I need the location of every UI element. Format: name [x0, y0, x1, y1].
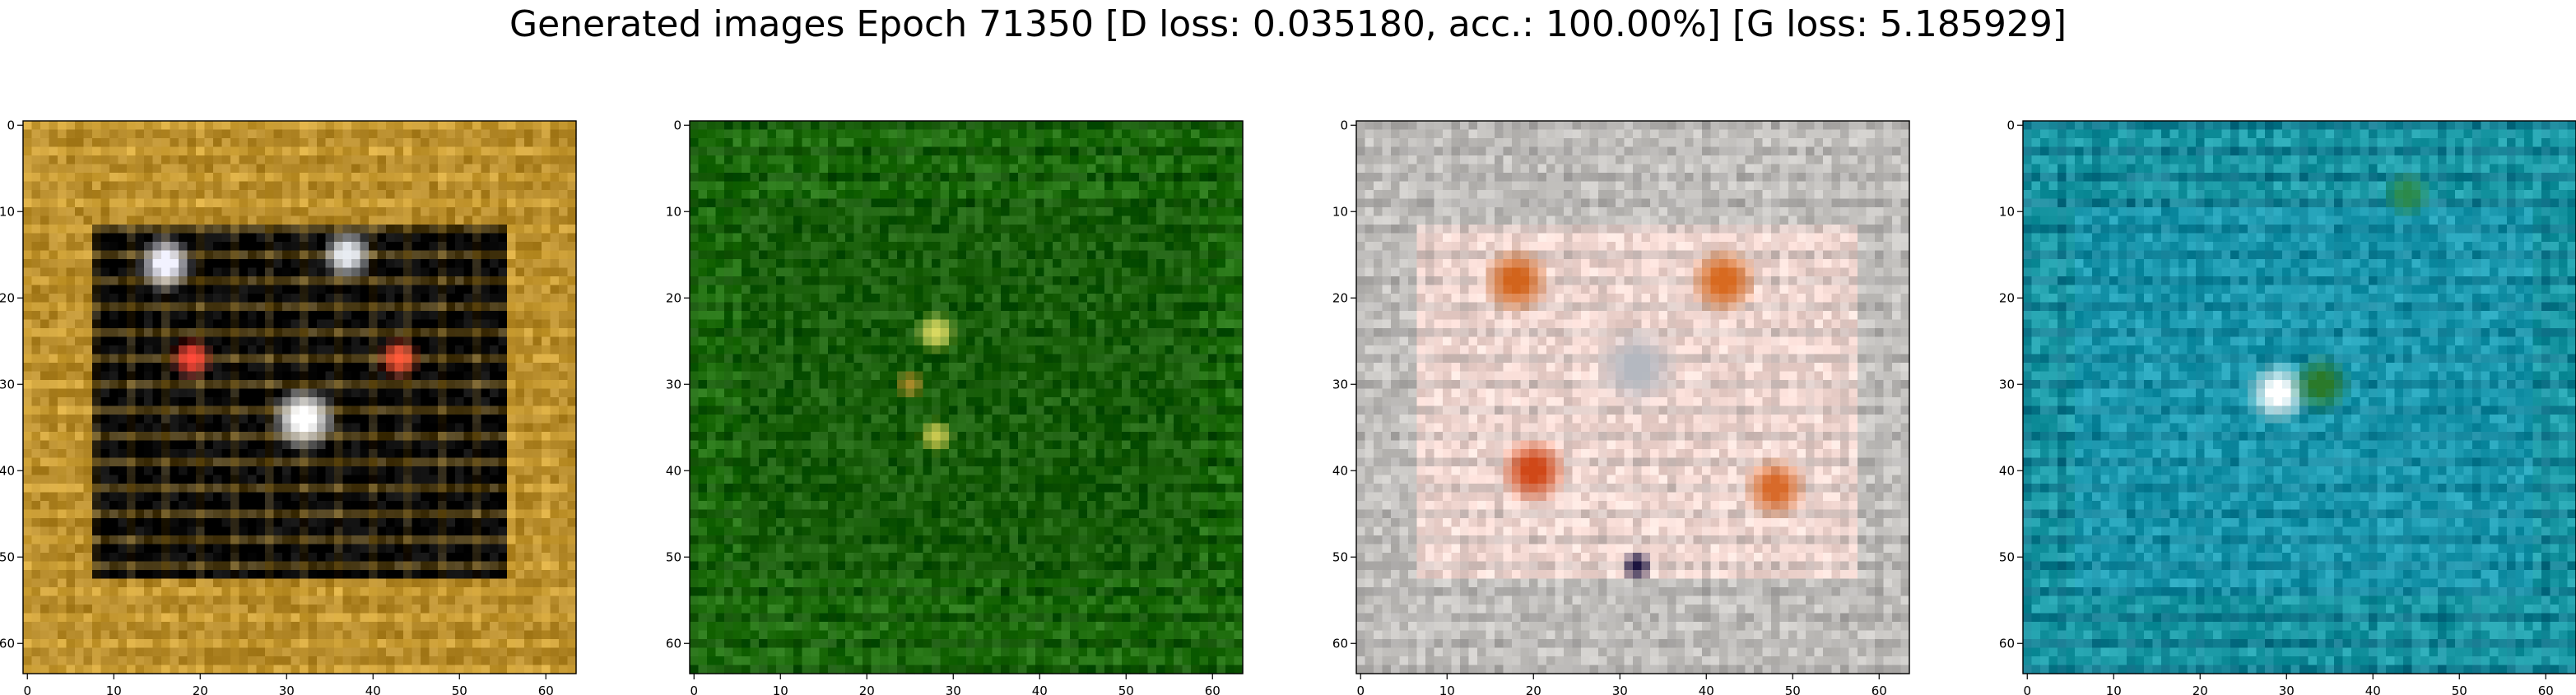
x-tick-label: 20 [193, 683, 208, 695]
figure-suptitle: Generated images Epoch 71350 [D loss: 0.… [509, 3, 2067, 45]
y-tick-label: 50 [1332, 549, 1348, 564]
x-tick-label: 30 [946, 683, 961, 695]
x-tick-label: 0 [690, 683, 698, 695]
generated-image-2 [690, 121, 1244, 674]
x-tick-label: 40 [2365, 683, 2381, 695]
axes-frame-4 [2022, 120, 2576, 674]
x-tick-label: 10 [106, 683, 122, 695]
y-tick-label: 30 [1999, 377, 2015, 392]
x-tick-label: 60 [538, 683, 554, 695]
y-tick-label: 20 [0, 290, 15, 305]
axes-frame-2 [689, 120, 1244, 674]
generated-image-1 [23, 121, 577, 674]
y-tick-label: 60 [0, 636, 15, 651]
axes-frame-1 [22, 120, 577, 674]
x-tick-label: 10 [1439, 683, 1455, 695]
x-tick-label: 10 [773, 683, 788, 695]
y-tick-label: 60 [1999, 636, 2015, 651]
subplot-3: 0 10 20 30 40 50 60 0 10 20 30 40 50 60 [1332, 118, 1910, 695]
y-tick-label: 20 [1332, 290, 1348, 305]
x-tick-label: 20 [1526, 683, 1541, 695]
x-tick-label: 40 [1699, 683, 1714, 695]
x-tick-label: 0 [1356, 683, 1365, 695]
x-tick-label: 40 [1032, 683, 1048, 695]
y-tick-label: 30 [666, 377, 681, 392]
x-tick-label: 50 [1118, 683, 1134, 695]
y-tick-label: 30 [0, 377, 15, 392]
x-tick-label: 10 [2106, 683, 2122, 695]
y-tick-label: 10 [0, 204, 15, 219]
y-tick-label: 60 [1332, 636, 1348, 651]
y-tick-label: 20 [666, 290, 681, 305]
y-tick-label: 10 [666, 204, 681, 219]
y-tick-label: 0 [2006, 118, 2015, 132]
y-tick-label: 50 [0, 549, 15, 564]
y-tick-label: 10 [1999, 204, 2015, 219]
y-tick-label: 20 [1999, 290, 2015, 305]
subplot-1: 0 10 20 30 40 50 60 0 10 20 30 40 50 60 [0, 118, 577, 695]
axes-frame-3 [1355, 120, 1910, 674]
x-tick-label: 0 [23, 683, 31, 695]
x-tick-label: 0 [2023, 683, 2031, 695]
x-tick-label: 50 [452, 683, 467, 695]
y-tick-label: 60 [666, 636, 681, 651]
x-tick-label: 50 [1785, 683, 1801, 695]
subplot-2: 0 10 20 30 40 50 60 0 10 20 30 40 50 60 [666, 118, 1244, 695]
subplot-4: 0 10 20 30 40 50 60 0 10 20 30 40 50 60 [1999, 118, 2576, 695]
generated-image-3 [1356, 121, 1910, 674]
x-tick-label: 50 [2452, 683, 2467, 695]
y-tick-label: 40 [666, 463, 681, 478]
x-tick-label: 30 [1612, 683, 1628, 695]
y-tick-label: 50 [1999, 549, 2015, 564]
x-tick-label: 60 [1872, 683, 1887, 695]
x-tick-label: 60 [2538, 683, 2554, 695]
y-tick-label: 0 [7, 118, 15, 132]
y-tick-label: 40 [1999, 463, 2015, 478]
y-tick-label: 30 [1332, 377, 1348, 392]
y-tick-label: 0 [1340, 118, 1348, 132]
x-tick-label: 30 [279, 683, 295, 695]
y-tick-label: 40 [0, 463, 15, 478]
y-tick-label: 10 [1332, 204, 1348, 219]
x-tick-label: 20 [2192, 683, 2208, 695]
x-tick-label: 60 [1205, 683, 1221, 695]
y-tick-label: 50 [666, 549, 681, 564]
x-tick-label: 40 [365, 683, 381, 695]
y-tick-label: 40 [1332, 463, 1348, 478]
generated-image-4 [2023, 121, 2576, 674]
x-tick-label: 20 [859, 683, 875, 695]
x-tick-label: 30 [2279, 683, 2295, 695]
y-tick-label: 0 [673, 118, 681, 132]
